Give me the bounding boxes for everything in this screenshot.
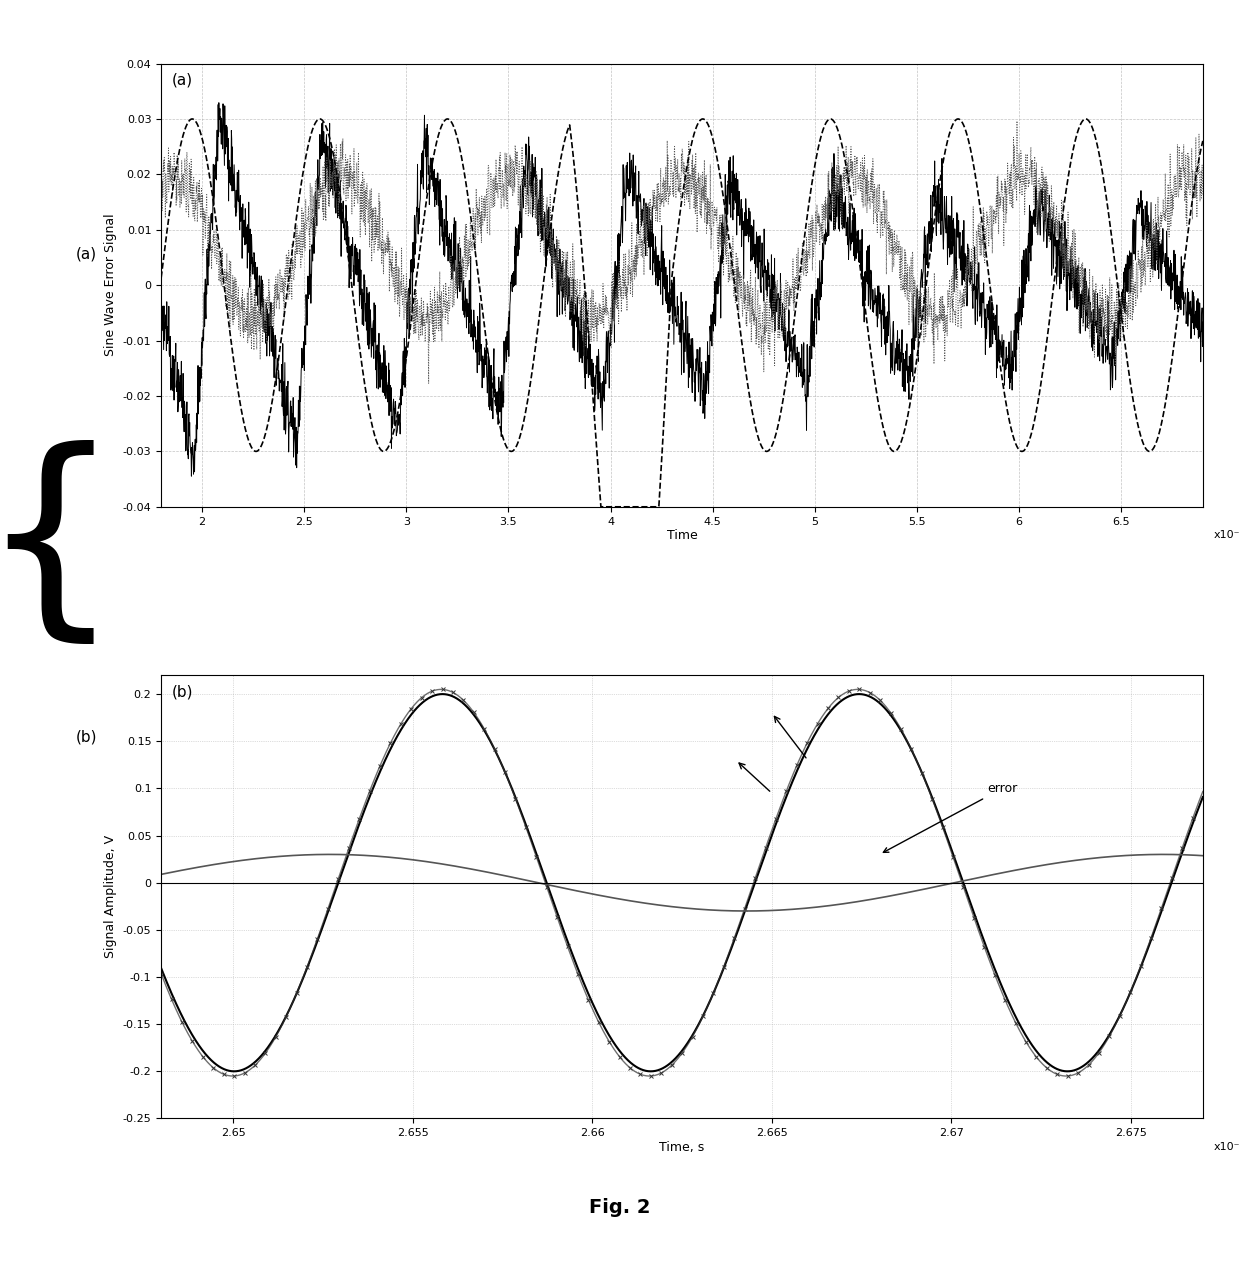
Text: (b): (b) (171, 684, 193, 699)
Text: Fig. 2: Fig. 2 (589, 1199, 651, 1216)
X-axis label: Time: Time (667, 529, 697, 543)
Text: (a): (a) (171, 72, 192, 88)
Text: (a): (a) (76, 247, 98, 262)
X-axis label: Time, s: Time, s (660, 1141, 704, 1154)
Y-axis label: Sine Wave Error Signal: Sine Wave Error Signal (104, 214, 117, 356)
Text: {: { (0, 440, 120, 653)
Text: x10⁻²: x10⁻² (1213, 1141, 1240, 1152)
Text: error: error (883, 782, 1018, 853)
Text: (b): (b) (76, 730, 98, 745)
Y-axis label: Signal Amplitude, V: Signal Amplitude, V (104, 835, 117, 958)
Text: x10⁻⁸: x10⁻⁸ (1213, 530, 1240, 540)
